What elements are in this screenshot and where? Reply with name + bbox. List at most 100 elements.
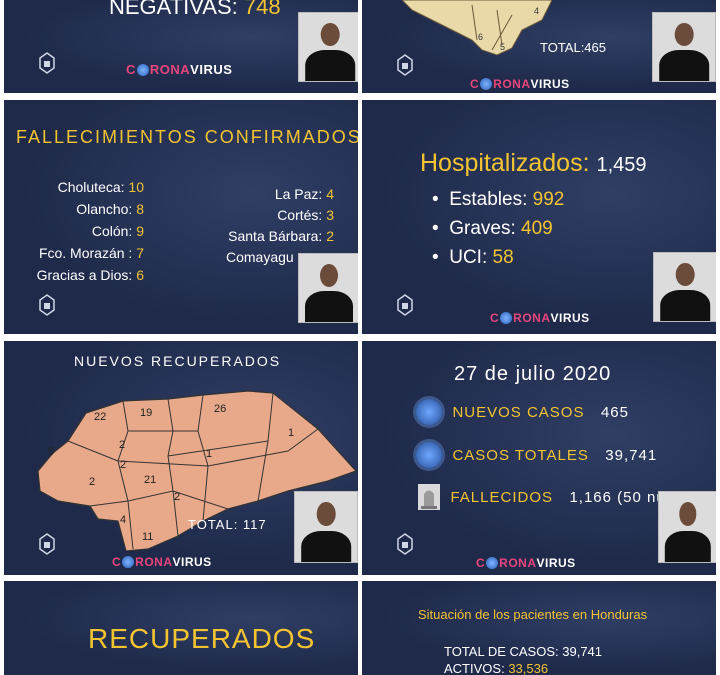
status-value: 58: [492, 247, 514, 268]
dept-value: 9: [136, 223, 144, 239]
dept-value: 6: [136, 267, 144, 283]
logo-virus: VIRUS: [530, 77, 570, 91]
logo-c: C: [490, 311, 500, 325]
summary-value: 1,166 (50 nu: [569, 488, 666, 506]
sign-interpreter-image: [298, 253, 358, 323]
map-number: 2: [174, 491, 181, 503]
status-name: Graves:: [449, 218, 516, 239]
dept-name: Comayagu: [226, 249, 294, 265]
fallecimientos-title: FALLECIMIENTOS CONFIRMADOS: [16, 127, 358, 147]
summary-value: 465: [600, 403, 629, 421]
hospitalizados-list: • Estables: 992 • Graves: 409 • UCI: 58: [432, 185, 564, 272]
sign-interpreter-image: [653, 252, 716, 322]
total-casos-label: TOTAL DE CASOS:: [444, 644, 559, 659]
sign-interpreter-image: [658, 491, 716, 563]
seal-icon: [397, 294, 413, 316]
summary-label: FALLECIDOS: [450, 488, 553, 506]
map-number: 26: [214, 403, 227, 415]
map-number: 2: [119, 439, 126, 451]
seal-icon: [39, 294, 55, 316]
dept-name: Fco. Morazán :: [38, 245, 133, 261]
virus-icon: [416, 399, 442, 425]
coronavirus-logo: C RONA VIRUS: [112, 555, 212, 569]
total-casos-line: TOTAL DE CASOS: 39,741: [444, 644, 602, 659]
dept-value: 7: [136, 245, 144, 261]
negativas-value: 748: [243, 0, 281, 19]
logo-rona: RONA: [513, 311, 551, 325]
dept-value: 2: [326, 228, 334, 244]
map-number: 19: [140, 407, 153, 419]
list-item: • UCI: 58: [432, 247, 514, 268]
summary-label: CASOS TOTALES: [452, 446, 589, 464]
seal-icon: [39, 52, 55, 74]
sign-interpreter-image: [298, 12, 358, 82]
virus-ball-icon: [136, 63, 149, 76]
panel-map-total: 4 6 5 TOTAL:465 C RONA VIRUS: [362, 0, 716, 93]
coronavirus-logo: C RONA VIRUS: [126, 62, 232, 77]
map-number: 2: [89, 476, 96, 488]
virus-ball-icon: [486, 557, 499, 569]
activos-line: ACTIVOS: 33,536: [444, 661, 548, 675]
dept-name: Choluteca:: [57, 179, 125, 195]
dept-value: 8: [136, 201, 144, 217]
map-number: 1: [206, 448, 213, 460]
map-number: 11: [142, 531, 154, 543]
coronavirus-logo: C RONA VIRUS: [490, 311, 590, 325]
dept-name: Cortés:: [277, 207, 323, 223]
map-number: 1: [288, 427, 295, 439]
total-casos-value: 39,741: [562, 644, 603, 659]
panel-nuevos-recuperados: NUEVOS RECUPERADOS 22 19 26 1 5 2 2 1 2 …: [4, 341, 358, 575]
seal-icon: [39, 533, 55, 555]
status-name: UCI:: [449, 247, 488, 268]
summary-row: CASOS TOTALES 39,741: [416, 442, 657, 468]
fallecimientos-right-list: La Paz: 4 Cortés: 3 Santa Bárbara: 2 Com…: [208, 184, 334, 268]
dept-value: 4: [326, 186, 334, 202]
logo-rona: RONA: [135, 555, 173, 569]
status-value: 409: [521, 218, 553, 239]
recuperados-total: TOTAL: 117: [188, 517, 267, 532]
list-item: Choluteca: 10: [34, 176, 144, 198]
hospitalizados-title: Hospitalizados:: [420, 149, 590, 177]
map-label: 6: [478, 32, 484, 42]
fallecimientos-left-list: Choluteca: 10 Olancho: 8 Colón: 9 Fco. M…: [34, 176, 144, 286]
hospitalizados-total: 1,459: [596, 154, 647, 176]
list-item: La Paz: 4: [208, 184, 334, 205]
situacion-title: Situación de los pacientes en Honduras: [418, 607, 648, 622]
panel-situacion-pacientes: Situación de los pacientes en Honduras T…: [362, 581, 716, 675]
logo-virus: VIRUS: [550, 311, 590, 325]
dept-name: Santa Bárbara:: [228, 228, 323, 244]
seal-icon: [397, 533, 413, 555]
dept-name: Gracias a Dios:: [36, 267, 133, 283]
logo-rona: RONA: [493, 77, 531, 91]
negativas-line: NEGATIVAS: 748: [109, 0, 281, 20]
coronavirus-logo: C RONA VIRUS: [476, 556, 576, 570]
map-total: TOTAL:465: [540, 40, 606, 55]
logo-virus: VIRUS: [536, 556, 576, 570]
panel-resumen-diario: 27 de julio 2020 NUEVOS CASOS 465 CASOS …: [362, 341, 716, 575]
map-number: 22: [94, 411, 107, 423]
map-number: 5: [48, 446, 55, 458]
list-item: • Graves: 409: [432, 218, 553, 239]
status-name: Estables:: [449, 189, 528, 210]
tombstone-icon: [418, 484, 440, 510]
summary-label: NUEVOS CASOS: [452, 403, 585, 421]
report-date: 27 de julio 2020: [454, 363, 612, 385]
dept-value: 3: [326, 207, 334, 223]
dept-name: Colón:: [91, 223, 133, 239]
logo-c: C: [126, 62, 136, 77]
hospitalizados-title-line: Hospitalizados: 1,459: [420, 149, 647, 178]
map-label: 4: [534, 6, 540, 16]
virus-ball-icon: [500, 312, 513, 324]
honduras-map: [402, 0, 552, 56]
list-item: Cortés: 3: [208, 205, 334, 226]
dept-name: La Paz:: [274, 186, 323, 202]
panel-fallecimientos: FALLECIMIENTOS CONFIRMADOS Choluteca: 10…: [4, 100, 358, 334]
list-item: Colón: 9: [34, 220, 144, 242]
logo-c: C: [470, 77, 480, 91]
list-item: Santa Bárbara: 2: [208, 226, 334, 247]
coronavirus-logo: C RONA VIRUS: [470, 77, 570, 91]
map-number: 4: [120, 514, 127, 526]
summary-row: NUEVOS CASOS 465: [416, 399, 629, 425]
logo-c: C: [112, 555, 122, 569]
summary-row: FALLECIDOS 1,166 (50 nu: [418, 484, 666, 510]
